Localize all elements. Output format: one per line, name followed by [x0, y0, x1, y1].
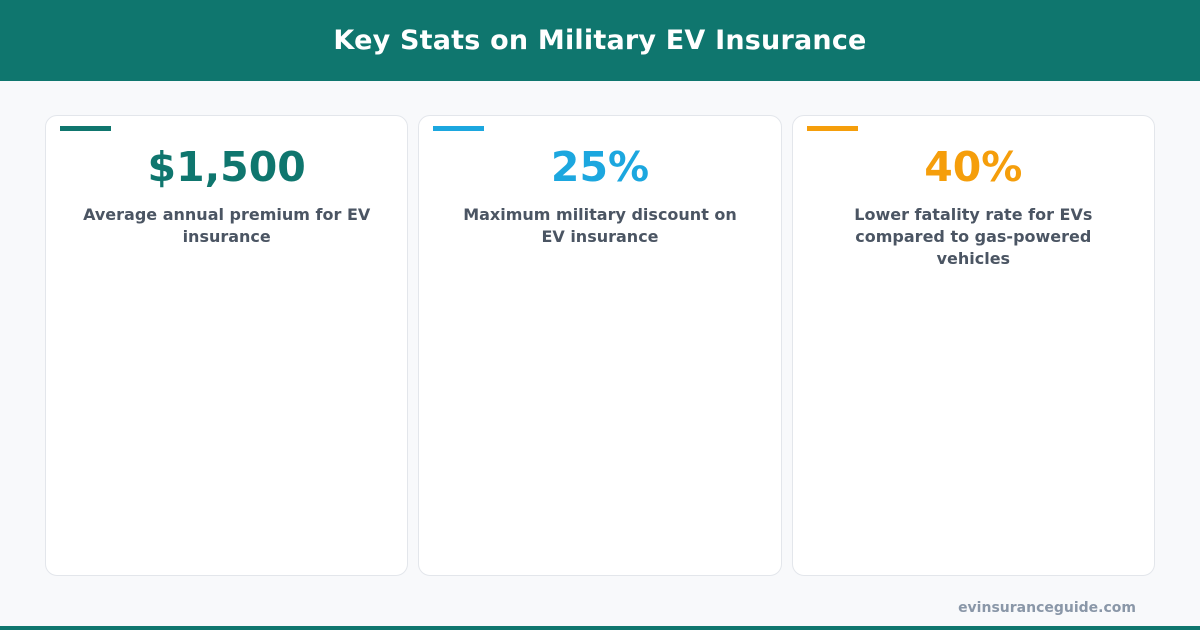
stat-card-fatality: 40% Lower fatality rate for EVs compared… — [791, 115, 1155, 576]
stat-card-discount: 25% Maximum military discount on EV insu… — [418, 115, 782, 576]
card-accent-bar — [60, 126, 111, 131]
stat-value: $1,500 — [147, 143, 306, 191]
stat-label: Lower fatality rate for EVs compared to … — [854, 205, 1093, 268]
stats-grid: $1,500 Average annual premium for EV ins… — [45, 115, 1155, 576]
page-title: Key Stats on Military EV Insurance — [333, 25, 867, 56]
bottom-accent-bar — [0, 626, 1200, 630]
page-header: Key Stats on Military EV Insurance — [0, 0, 1200, 81]
stat-value: 40% — [924, 143, 1023, 191]
stat-label: Average annual premium for EV insurance — [83, 205, 371, 246]
card-accent-bar — [433, 126, 485, 131]
stat-card-premium: $1,500 Average annual premium for EV ins… — [45, 115, 409, 576]
site-url: evinsuranceguide.com — [958, 600, 1136, 616]
stat-value: 25% — [550, 143, 650, 191]
card-accent-bar — [806, 126, 858, 131]
stat-label: Maximum military discount on EV insuranc… — [463, 205, 737, 246]
